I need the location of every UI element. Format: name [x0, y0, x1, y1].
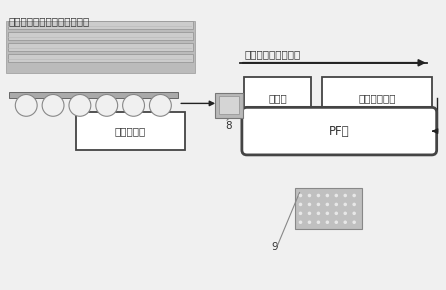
Circle shape — [299, 220, 302, 224]
Text: 打包、挂牌: 打包、挂牌 — [115, 126, 146, 136]
Circle shape — [299, 203, 302, 206]
Circle shape — [42, 95, 64, 116]
Text: 9: 9 — [271, 242, 278, 252]
Circle shape — [308, 194, 311, 197]
Circle shape — [15, 95, 37, 116]
Bar — [8, 54, 193, 62]
Circle shape — [343, 220, 347, 224]
Circle shape — [317, 220, 320, 224]
Bar — [8, 21, 193, 29]
Bar — [9, 92, 178, 98]
Circle shape — [299, 194, 302, 197]
Circle shape — [308, 212, 311, 215]
Text: 高速线材轧机: 高速线材轧机 — [358, 93, 396, 104]
Circle shape — [334, 194, 338, 197]
Circle shape — [326, 212, 329, 215]
Text: 8: 8 — [226, 121, 232, 131]
Bar — [215, 93, 243, 118]
Circle shape — [308, 203, 311, 206]
Text: 支支标识并按顺序码放的铸坯: 支支标识并按顺序码放的铸坯 — [8, 16, 90, 26]
Circle shape — [308, 220, 311, 224]
Bar — [76, 112, 185, 150]
Text: 铸坯入炉辊道: 铸坯入炉辊道 — [75, 122, 112, 132]
Circle shape — [317, 203, 320, 206]
Circle shape — [69, 95, 91, 116]
Bar — [294, 188, 362, 229]
Bar — [8, 43, 193, 51]
Circle shape — [317, 194, 320, 197]
Bar — [219, 97, 239, 114]
Circle shape — [352, 194, 356, 197]
Circle shape — [343, 203, 347, 206]
Circle shape — [334, 203, 338, 206]
Text: 铸坯入炉及轧制方向: 铸坯入炉及轧制方向 — [245, 49, 301, 59]
Circle shape — [326, 203, 329, 206]
Circle shape — [352, 203, 356, 206]
Circle shape — [352, 220, 356, 224]
Bar — [244, 77, 311, 120]
Circle shape — [299, 212, 302, 215]
Circle shape — [149, 95, 171, 116]
Circle shape — [326, 194, 329, 197]
Bar — [6, 21, 195, 73]
Circle shape — [317, 212, 320, 215]
Circle shape — [343, 194, 347, 197]
Circle shape — [334, 220, 338, 224]
Circle shape — [326, 220, 329, 224]
Text: 加热炉: 加热炉 — [268, 93, 287, 104]
FancyBboxPatch shape — [242, 107, 437, 155]
Text: PF线: PF线 — [329, 125, 350, 138]
Circle shape — [123, 95, 145, 116]
Bar — [322, 77, 432, 120]
Bar — [8, 32, 193, 40]
Circle shape — [96, 95, 118, 116]
Circle shape — [334, 212, 338, 215]
Circle shape — [352, 212, 356, 215]
Circle shape — [343, 212, 347, 215]
